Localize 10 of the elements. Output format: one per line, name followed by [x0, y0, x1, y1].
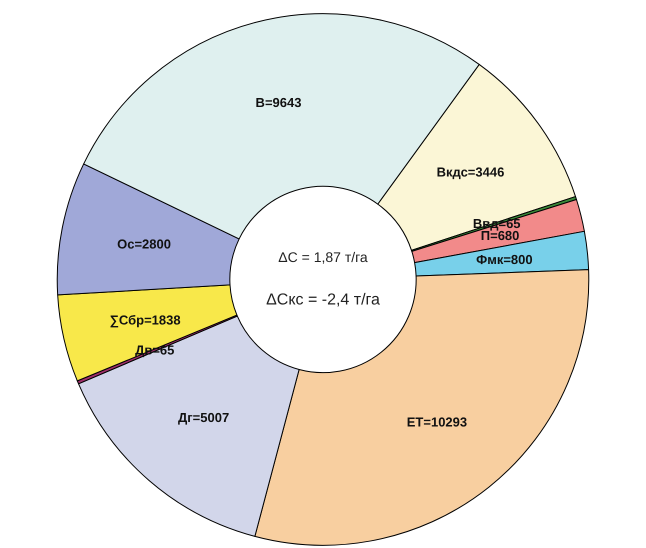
slice-label: Ос=2800 [117, 236, 171, 252]
slice-label: Дг=5007 [178, 410, 230, 425]
slice-label: ЕТ=10293 [406, 414, 468, 430]
slice-label: Дв=65 [135, 342, 174, 358]
slice-label: Вкдс=3446 [436, 164, 504, 180]
slice-label: ∑Сбр=1838 [110, 312, 181, 328]
slice-label: В=9643 [256, 95, 302, 110]
slice-label: Фмк=800 [476, 252, 533, 268]
text: ΔCкс = -2,4 т/га [266, 292, 380, 308]
text: ΔC = 1,87 т/га [278, 249, 368, 265]
